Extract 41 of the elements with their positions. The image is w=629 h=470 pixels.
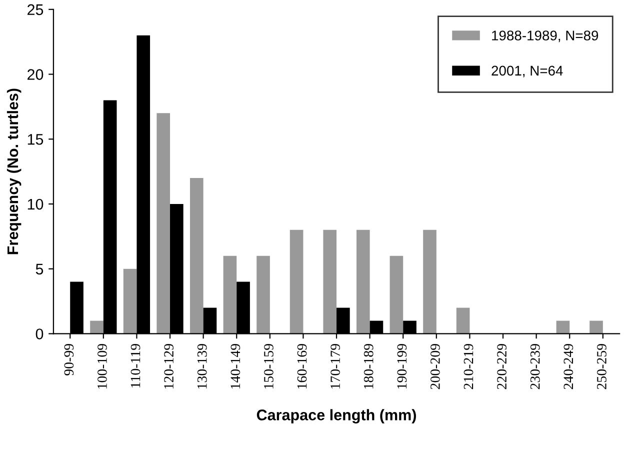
x-tick-label: 100-109 xyxy=(98,344,107,388)
x-tick-label: 110-119 xyxy=(130,344,140,388)
bar xyxy=(556,320,570,334)
x-tick-label: 90-99 xyxy=(64,344,74,376)
x-tick-label: 130-139 xyxy=(197,344,207,388)
bar xyxy=(423,230,436,334)
bar xyxy=(590,320,603,334)
bar xyxy=(356,230,370,334)
x-tick-label: 250-259 xyxy=(597,344,606,390)
x-tick-label: 210-219 xyxy=(464,344,474,390)
y-tick-label: 5 xyxy=(36,264,44,275)
y-tick-label: 10 xyxy=(28,198,44,210)
bar xyxy=(256,256,270,334)
bar xyxy=(123,268,137,334)
x-tick-label: 140-149 xyxy=(230,344,240,388)
x-axis-title: Carapace length (mm) xyxy=(256,409,416,424)
x-tick-label: 150-159 xyxy=(264,344,274,388)
x-tick-label: 200-209 xyxy=(430,344,440,390)
bar xyxy=(290,230,304,334)
x-tick-label: 230-239 xyxy=(530,344,540,390)
y-tick-label: 20 xyxy=(28,69,44,80)
x-tick-label: 170-179 xyxy=(330,344,340,388)
y-tick-label: 25 xyxy=(28,4,44,16)
y-axis-title: Frequency (No. turtles) xyxy=(6,88,22,254)
y-tick-label: 15 xyxy=(28,134,44,145)
bar xyxy=(156,113,170,334)
x-tick-label: 240-249 xyxy=(564,344,574,390)
bar xyxy=(190,178,204,334)
legend-label: 1988-1989, N=89 xyxy=(492,30,598,42)
x-tick-label: 160-169 xyxy=(297,344,307,388)
legend-label: 2001, N=64 xyxy=(492,66,563,78)
x-tick-label: 120-129 xyxy=(164,344,174,388)
x-tick-label: 180-189 xyxy=(364,344,374,388)
bar xyxy=(456,308,470,334)
bar xyxy=(390,256,404,334)
bar xyxy=(223,256,237,334)
bar xyxy=(323,230,337,334)
x-tick-label: 190-199 xyxy=(397,344,407,388)
bar xyxy=(90,320,104,334)
y-tick-label: 0 xyxy=(36,328,44,340)
x-tick-label: 220-229 xyxy=(497,344,506,390)
